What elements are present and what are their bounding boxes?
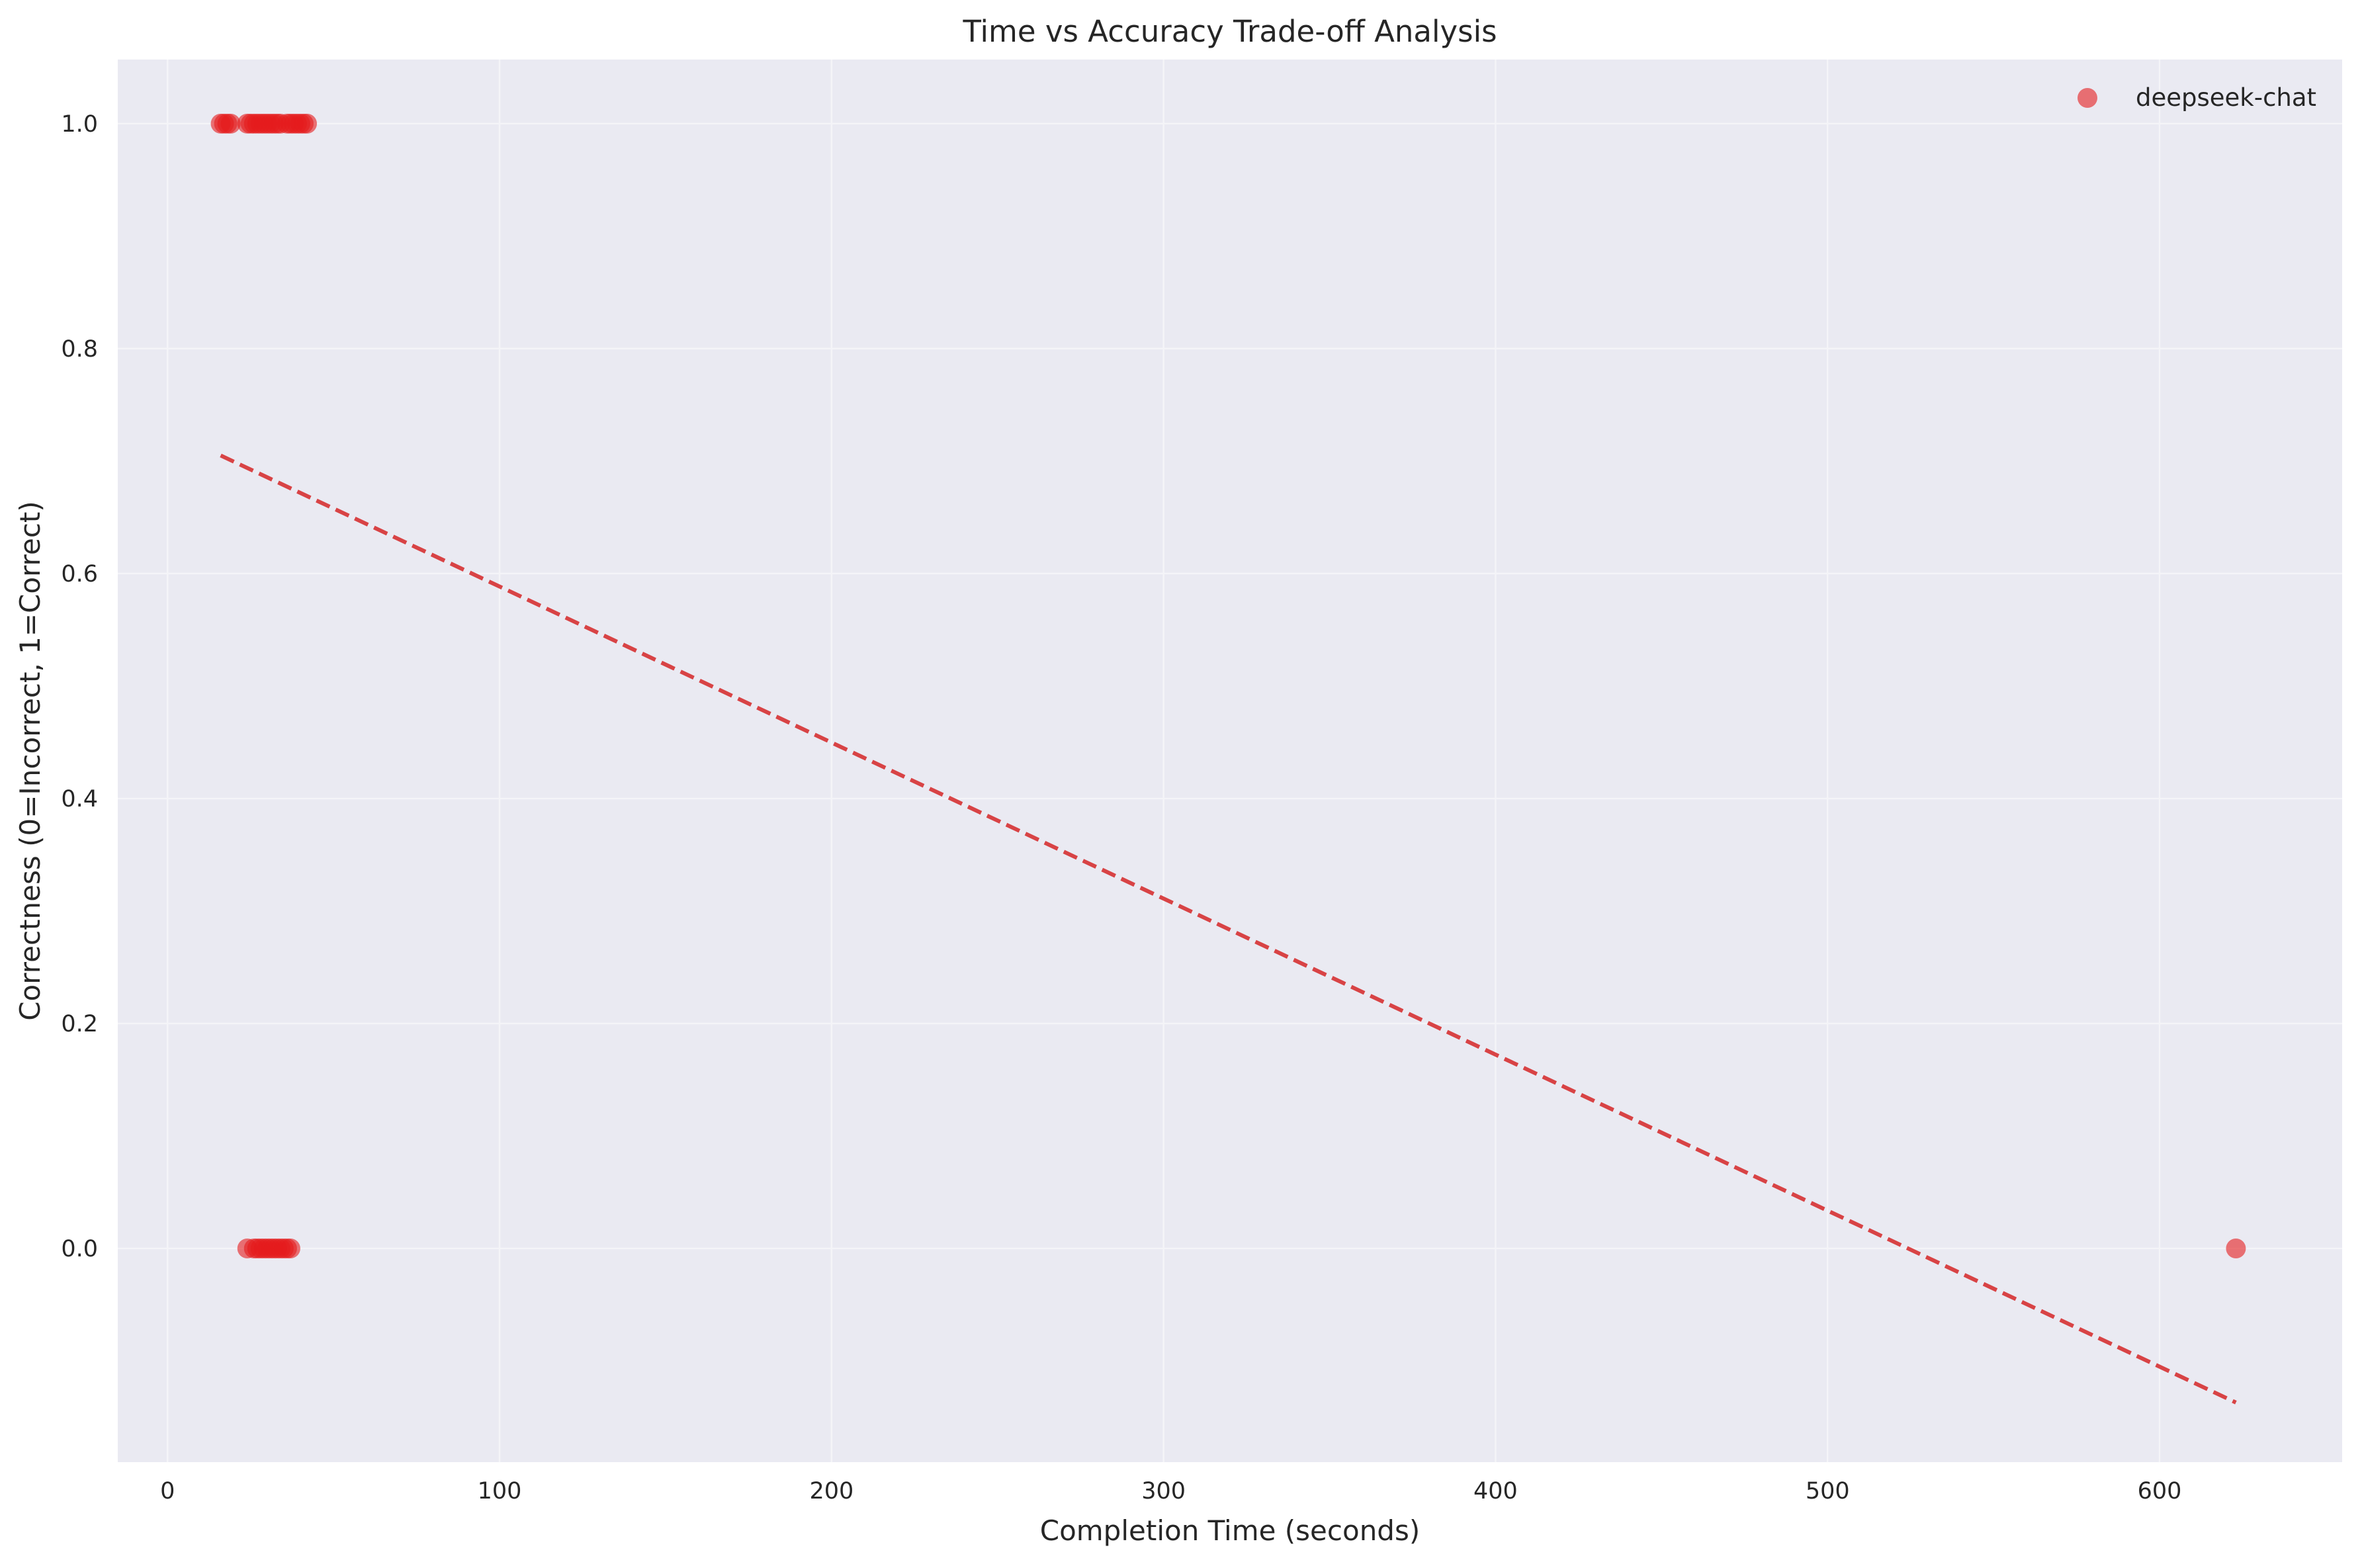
legend-marker-deepseek-chat — [2078, 88, 2097, 108]
y-tick-label: 0.0 — [61, 1236, 98, 1262]
data-point — [280, 1238, 300, 1258]
trend-line — [220, 453, 2237, 1405]
y-tick-label: 0.6 — [61, 561, 98, 588]
grid-lines — [118, 60, 2342, 1462]
x-axis-ticks: 0 100 200 300 400 500 600 — [160, 1478, 2181, 1504]
x-tick-label: 400 — [1473, 1478, 1518, 1504]
legend: deepseek-chat — [2078, 83, 2316, 112]
data-point — [220, 113, 241, 134]
x-tick-label: 300 — [1141, 1478, 1186, 1504]
data-point — [2226, 1238, 2246, 1258]
data-point — [297, 113, 318, 134]
x-tick-label: 0 — [160, 1478, 175, 1504]
chart-title: Time vs Accuracy Trade-off Analysis — [962, 14, 1497, 49]
y-axis-label: Correctness (0=Incorrect, 1=Correct) — [14, 501, 46, 1021]
y-tick-label: 1.0 — [61, 111, 98, 138]
x-axis-label: Completion Time (seconds) — [1040, 1514, 1421, 1547]
plot-background — [118, 60, 2342, 1462]
trend-line-layer — [220, 453, 2237, 1405]
y-tick-label: 0.4 — [61, 786, 98, 812]
x-tick-label: 600 — [2138, 1478, 2182, 1504]
x-tick-label: 200 — [809, 1478, 853, 1504]
y-axis-ticks: 0.0 0.2 0.4 0.6 0.8 1.0 — [61, 111, 98, 1262]
data-points — [210, 113, 2246, 1258]
y-tick-label: 0.8 — [61, 336, 98, 363]
y-tick-label: 0.2 — [61, 1011, 98, 1037]
x-tick-label: 500 — [1806, 1478, 1850, 1504]
legend-label-deepseek-chat: deepseek-chat — [2136, 83, 2316, 112]
x-tick-label: 100 — [478, 1478, 522, 1504]
